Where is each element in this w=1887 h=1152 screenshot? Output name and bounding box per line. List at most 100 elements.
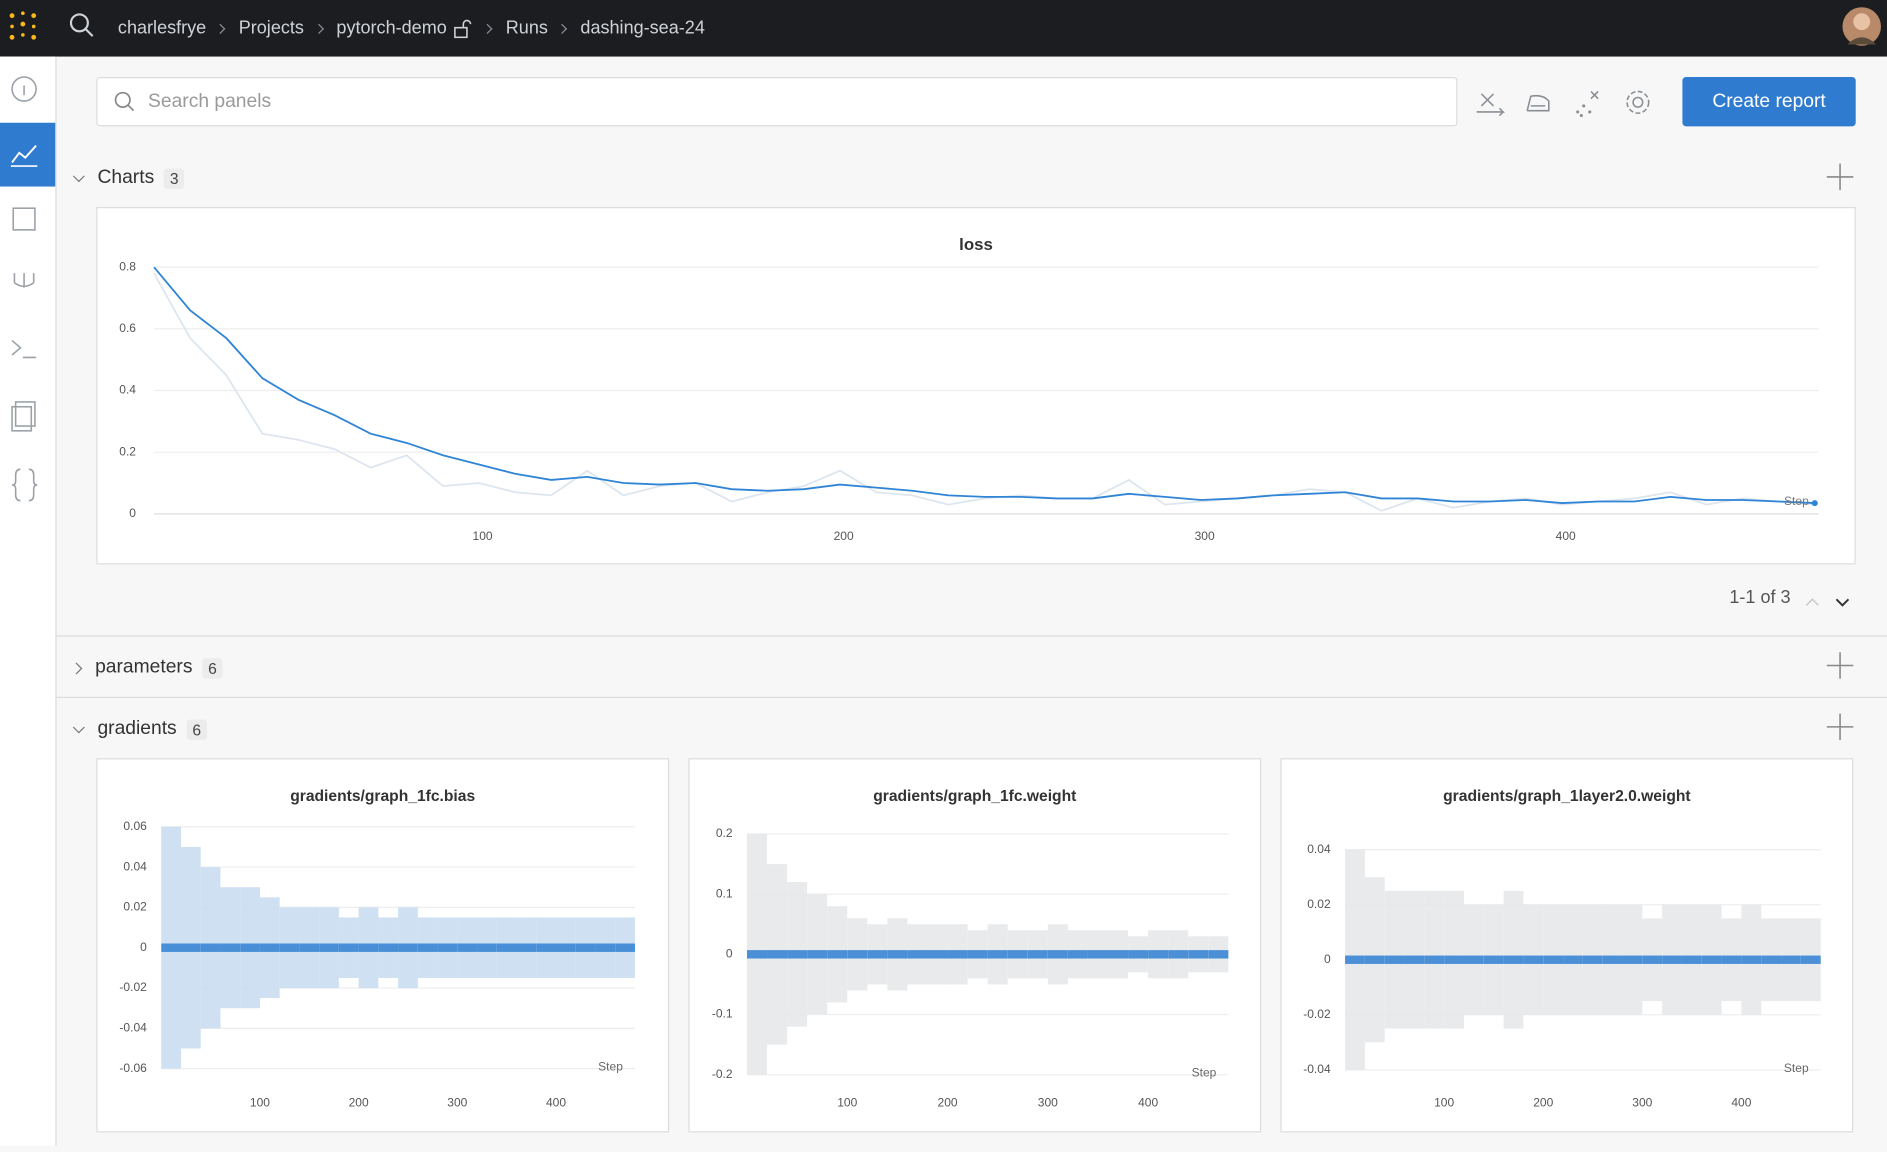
center-band xyxy=(1364,955,1385,964)
charts-icon[interactable] xyxy=(11,144,37,164)
center-band xyxy=(279,943,300,952)
x-tick-label: 400 xyxy=(1138,1096,1158,1110)
center-band xyxy=(1563,955,1583,964)
center-band xyxy=(358,943,379,952)
center-band xyxy=(746,950,768,959)
center-band xyxy=(1523,955,1544,964)
section-header[interactable]: Charts 3 xyxy=(70,164,185,193)
y-tick-label: 0 xyxy=(726,946,733,960)
add-panel[interactable] xyxy=(1826,163,1854,191)
x-tick-label: 400 xyxy=(1556,529,1576,543)
files-icon[interactable] xyxy=(14,401,36,427)
center-band xyxy=(161,943,181,952)
center-band xyxy=(1701,955,1722,964)
y-tick-label: 0.4 xyxy=(119,383,136,397)
sidebar-icons xyxy=(0,76,56,502)
center-band xyxy=(1503,955,1524,964)
y-tick-label: 0.04 xyxy=(1307,842,1331,856)
x-tick-label: 400 xyxy=(1731,1096,1751,1110)
x-axis-icon[interactable] xyxy=(1476,93,1505,117)
x-tick-label: 200 xyxy=(1533,1096,1553,1110)
center-band xyxy=(180,943,201,952)
center-band xyxy=(1543,955,1564,964)
center-band xyxy=(1800,955,1821,964)
center-band xyxy=(947,950,968,959)
center-band xyxy=(827,950,848,959)
chart-title: gradients/graph_1layer2.0.weight xyxy=(1443,788,1691,805)
center-band xyxy=(1602,955,1623,964)
center-band xyxy=(1384,955,1405,964)
x-tick-label: 100 xyxy=(473,529,493,543)
breadcrumb[interactable]: pytorch-demo xyxy=(336,18,447,39)
add-panel[interactable] xyxy=(1826,652,1854,679)
model-icon[interactable] xyxy=(13,273,35,288)
center-band xyxy=(200,943,221,952)
create-report-button[interactable]: Create report xyxy=(1682,77,1856,127)
y-tick-label: 0.2 xyxy=(716,826,733,840)
section-count: 6 xyxy=(186,719,208,740)
breadcrumb[interactable]: dashing-sea-24 xyxy=(580,18,705,39)
center-band xyxy=(1108,950,1129,959)
center-band xyxy=(477,943,497,952)
y-tick-label: 0.1 xyxy=(716,886,733,900)
section-header[interactable]: parameters 6 xyxy=(70,653,223,682)
center-band xyxy=(1582,955,1603,964)
avatar[interactable] xyxy=(1841,6,1884,49)
y-tick-label: 0.02 xyxy=(1307,897,1331,911)
x-tick-label: 200 xyxy=(938,1096,958,1110)
center-band xyxy=(1168,950,1189,959)
x-tick-label: 200 xyxy=(834,529,854,543)
add-panel[interactable] xyxy=(1826,713,1854,741)
outliers-icon[interactable] xyxy=(1576,104,1592,118)
info-icon[interactable] xyxy=(11,76,37,102)
center-band xyxy=(595,943,616,952)
y-tick-label: 0 xyxy=(1324,952,1331,966)
center-band xyxy=(1188,950,1209,959)
breadcrumb[interactable]: charlesfrye xyxy=(117,18,207,39)
center-band xyxy=(1027,950,1048,959)
y-tick-label: -0.1 xyxy=(712,1007,733,1021)
center-band xyxy=(615,943,635,952)
breadcrumb[interactable]: Projects xyxy=(238,18,304,39)
center-band xyxy=(1047,950,1068,959)
x-axis-label: Step xyxy=(1192,1066,1217,1080)
breadcrumb[interactable]: Runs xyxy=(505,18,548,39)
system-icon[interactable] xyxy=(12,207,36,231)
center-band xyxy=(1662,955,1682,964)
toolbar-icons xyxy=(1476,90,1650,118)
end-marker xyxy=(1811,500,1818,507)
y-tick-label: 0.6 xyxy=(119,321,136,335)
y-tick-label: 0.04 xyxy=(123,859,147,873)
section-header[interactable]: gradients 6 xyxy=(70,715,208,744)
center-band xyxy=(847,950,868,959)
center-band xyxy=(555,943,576,952)
pager-arrows[interactable] xyxy=(1800,590,1853,614)
line xyxy=(153,266,1815,504)
x-tick-label: 300 xyxy=(447,1096,467,1110)
center-band xyxy=(1345,955,1365,964)
x-tick-label: 300 xyxy=(1038,1096,1058,1110)
y-tick-label: -0.06 xyxy=(119,1061,147,1075)
logs-icon[interactable] xyxy=(11,339,22,356)
smoothing-icon[interactable] xyxy=(1526,94,1550,112)
center-band xyxy=(240,943,260,952)
code-icon[interactable] xyxy=(11,468,38,502)
section-name: Charts xyxy=(97,167,155,188)
center-band xyxy=(967,950,988,959)
center-band xyxy=(807,950,828,959)
center-band xyxy=(220,943,241,952)
center-band xyxy=(398,943,418,952)
add-panel-icons xyxy=(1826,163,1854,741)
logo[interactable] xyxy=(7,11,43,47)
x-tick-label: 100 xyxy=(1434,1096,1454,1110)
center-band xyxy=(319,943,339,952)
search-box[interactable]: Search panels xyxy=(96,77,1458,127)
settings-icon[interactable] xyxy=(1632,96,1644,108)
search-icon[interactable] xyxy=(67,11,96,40)
section-count: 6 xyxy=(202,657,223,679)
center-band xyxy=(338,943,359,952)
center-band xyxy=(575,943,596,952)
section-count: 3 xyxy=(163,167,185,189)
